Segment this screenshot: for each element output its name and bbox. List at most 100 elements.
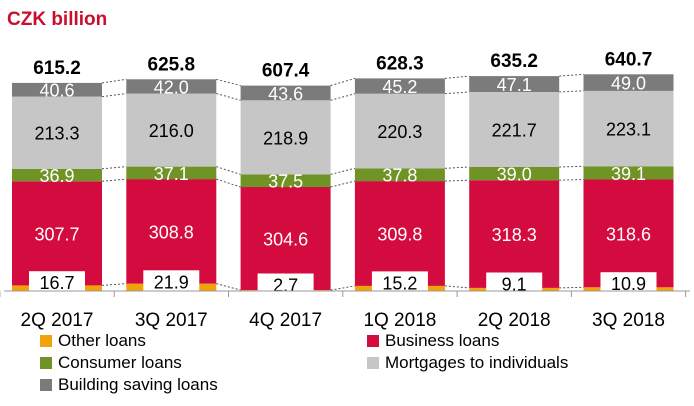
- connector-line: [216, 283, 241, 291]
- bar-segment-building: [240, 85, 331, 101]
- value-label-business: 307.7: [34, 224, 79, 244]
- bar-segment-business: [240, 187, 331, 290]
- legend-label-business-loans: Business loans: [385, 331, 499, 350]
- label-box: [29, 271, 85, 294]
- value-label-consumer: 39.0: [497, 165, 532, 185]
- bar-segment-consumer: [354, 168, 445, 182]
- label-box: [486, 272, 543, 295]
- connector-line: [444, 166, 470, 169]
- unit-title: CZK billion: [7, 9, 107, 30]
- x-tick-label: 1Q 2018: [363, 310, 436, 331]
- value-label-mortgages: 221.7: [492, 121, 537, 141]
- connector-line: [330, 167, 356, 175]
- value-label-other: 21.9: [154, 272, 189, 292]
- bar-segment-consumer: [12, 168, 102, 182]
- connector-line: [216, 178, 241, 188]
- value-label-business: 308.8: [149, 222, 194, 242]
- value-label-mortgages: 223.1: [606, 120, 651, 140]
- connector-line: [559, 286, 584, 289]
- connector-lines: [101, 73, 584, 291]
- connector-line: [444, 75, 470, 79]
- legend-swatch-business-loans: [367, 335, 379, 347]
- value-label-business: 318.6: [606, 224, 651, 244]
- bar-segment-consumer: [240, 174, 331, 188]
- value-label-consumer: 39.1: [611, 164, 646, 184]
- legend-swatch-consumer-loans: [40, 357, 52, 369]
- legend-label-other-loans: Other loans: [58, 331, 146, 350]
- bar-segment-building: [583, 74, 674, 91]
- bar-segment-consumer: [469, 167, 560, 181]
- legend-label-consumer-loans: Consumer loans: [58, 353, 182, 372]
- stacked-bars: [12, 74, 674, 291]
- legend: Other loans Business loans Consumer loans M…: [40, 331, 568, 394]
- value-label-consumer: 37.8: [382, 166, 417, 186]
- connector-line: [216, 78, 241, 87]
- value-label-building: 47.1: [497, 75, 532, 95]
- connector-line: [101, 178, 127, 182]
- label-box: [600, 272, 657, 295]
- bar-segment-mortgages: [354, 93, 445, 169]
- legend-label-building-saving-loans: Building saving loans: [58, 375, 218, 394]
- label-box: [143, 270, 200, 293]
- value-label-building: 42.0: [154, 77, 189, 97]
- x-tick-label: 3Q 2018: [592, 310, 665, 331]
- bar-segment-consumer: [583, 166, 674, 180]
- total-labels: 615.2 625.8 607.4 628.3 635.2 640.7: [33, 49, 652, 81]
- bar-segment-building: [12, 82, 102, 97]
- connector-line: [559, 165, 584, 168]
- x-tick-label: 4Q 2017: [249, 310, 322, 331]
- label-box: [257, 273, 314, 296]
- bar-segment-mortgages: [126, 93, 217, 167]
- connector-line: [216, 166, 241, 175]
- legend-swatch-mortgages-to-individuals: [367, 357, 379, 369]
- connector-line: [330, 77, 356, 87]
- bar-segment-building: [126, 79, 217, 94]
- connector-line: [101, 283, 127, 286]
- connector-line: [101, 166, 127, 170]
- value-label-other: 15.2: [382, 273, 417, 293]
- total-label: 628.3: [376, 53, 424, 74]
- label-box: [371, 271, 428, 294]
- total-label: 607.4: [262, 61, 310, 82]
- legend-label-mortgages-to-individuals: Mortgages to individuals: [385, 353, 568, 372]
- connector-line: [216, 93, 241, 101]
- value-label-building: 43.6: [268, 84, 303, 104]
- segment-labels: 16.7 307.7 36.9 213.3 40.6 21.9 308.8 37.1 216.0…: [29, 74, 657, 296]
- value-label-building: 49.0: [611, 74, 646, 94]
- total-label: 625.8: [148, 54, 196, 75]
- total-label: 635.2: [490, 51, 538, 72]
- x-tick-label: 3Q 2017: [135, 310, 208, 331]
- total-label: 640.7: [605, 49, 653, 70]
- value-label-other: 2.7: [273, 276, 298, 296]
- bar-segment-consumer: [126, 166, 217, 180]
- value-label-mortgages: 218.9: [263, 128, 308, 148]
- bar-segment-business: [126, 179, 217, 284]
- bar-segment-mortgages: [240, 100, 331, 175]
- bar-segment-mortgages: [583, 90, 674, 167]
- bar-segment-building: [469, 76, 560, 92]
- bar-segment-mortgages: [12, 96, 102, 169]
- value-label-consumer: 36.9: [39, 166, 74, 186]
- value-label-business: 309.8: [377, 225, 422, 245]
- connector-line: [444, 285, 470, 289]
- connector-line: [330, 93, 356, 101]
- bar-segment-business: [12, 181, 102, 286]
- value-label-business: 304.6: [263, 230, 308, 250]
- connector-line: [101, 93, 127, 98]
- legend-swatch-other-loans: [40, 335, 52, 347]
- value-label-mortgages: 213.3: [34, 124, 79, 144]
- x-axis-ticks: 2Q 2017 3Q 2017 4Q 2017 1Q 2018 2Q 2018 3Q 20…: [0, 291, 687, 331]
- connector-line: [330, 285, 355, 291]
- total-label: 615.2: [33, 58, 81, 79]
- bar-segment-business: [583, 179, 674, 288]
- value-label-consumer: 37.5: [268, 172, 303, 192]
- value-label-building: 45.2: [382, 77, 417, 97]
- value-label-other: 10.9: [611, 274, 646, 294]
- value-label-other: 9.1: [502, 275, 527, 295]
- value-label-consumer: 37.1: [154, 164, 189, 184]
- x-tick-label: 2Q 2017: [21, 310, 94, 331]
- connector-line: [330, 180, 356, 188]
- bar-segment-mortgages: [469, 92, 560, 167]
- value-label-business: 318.3: [492, 225, 537, 245]
